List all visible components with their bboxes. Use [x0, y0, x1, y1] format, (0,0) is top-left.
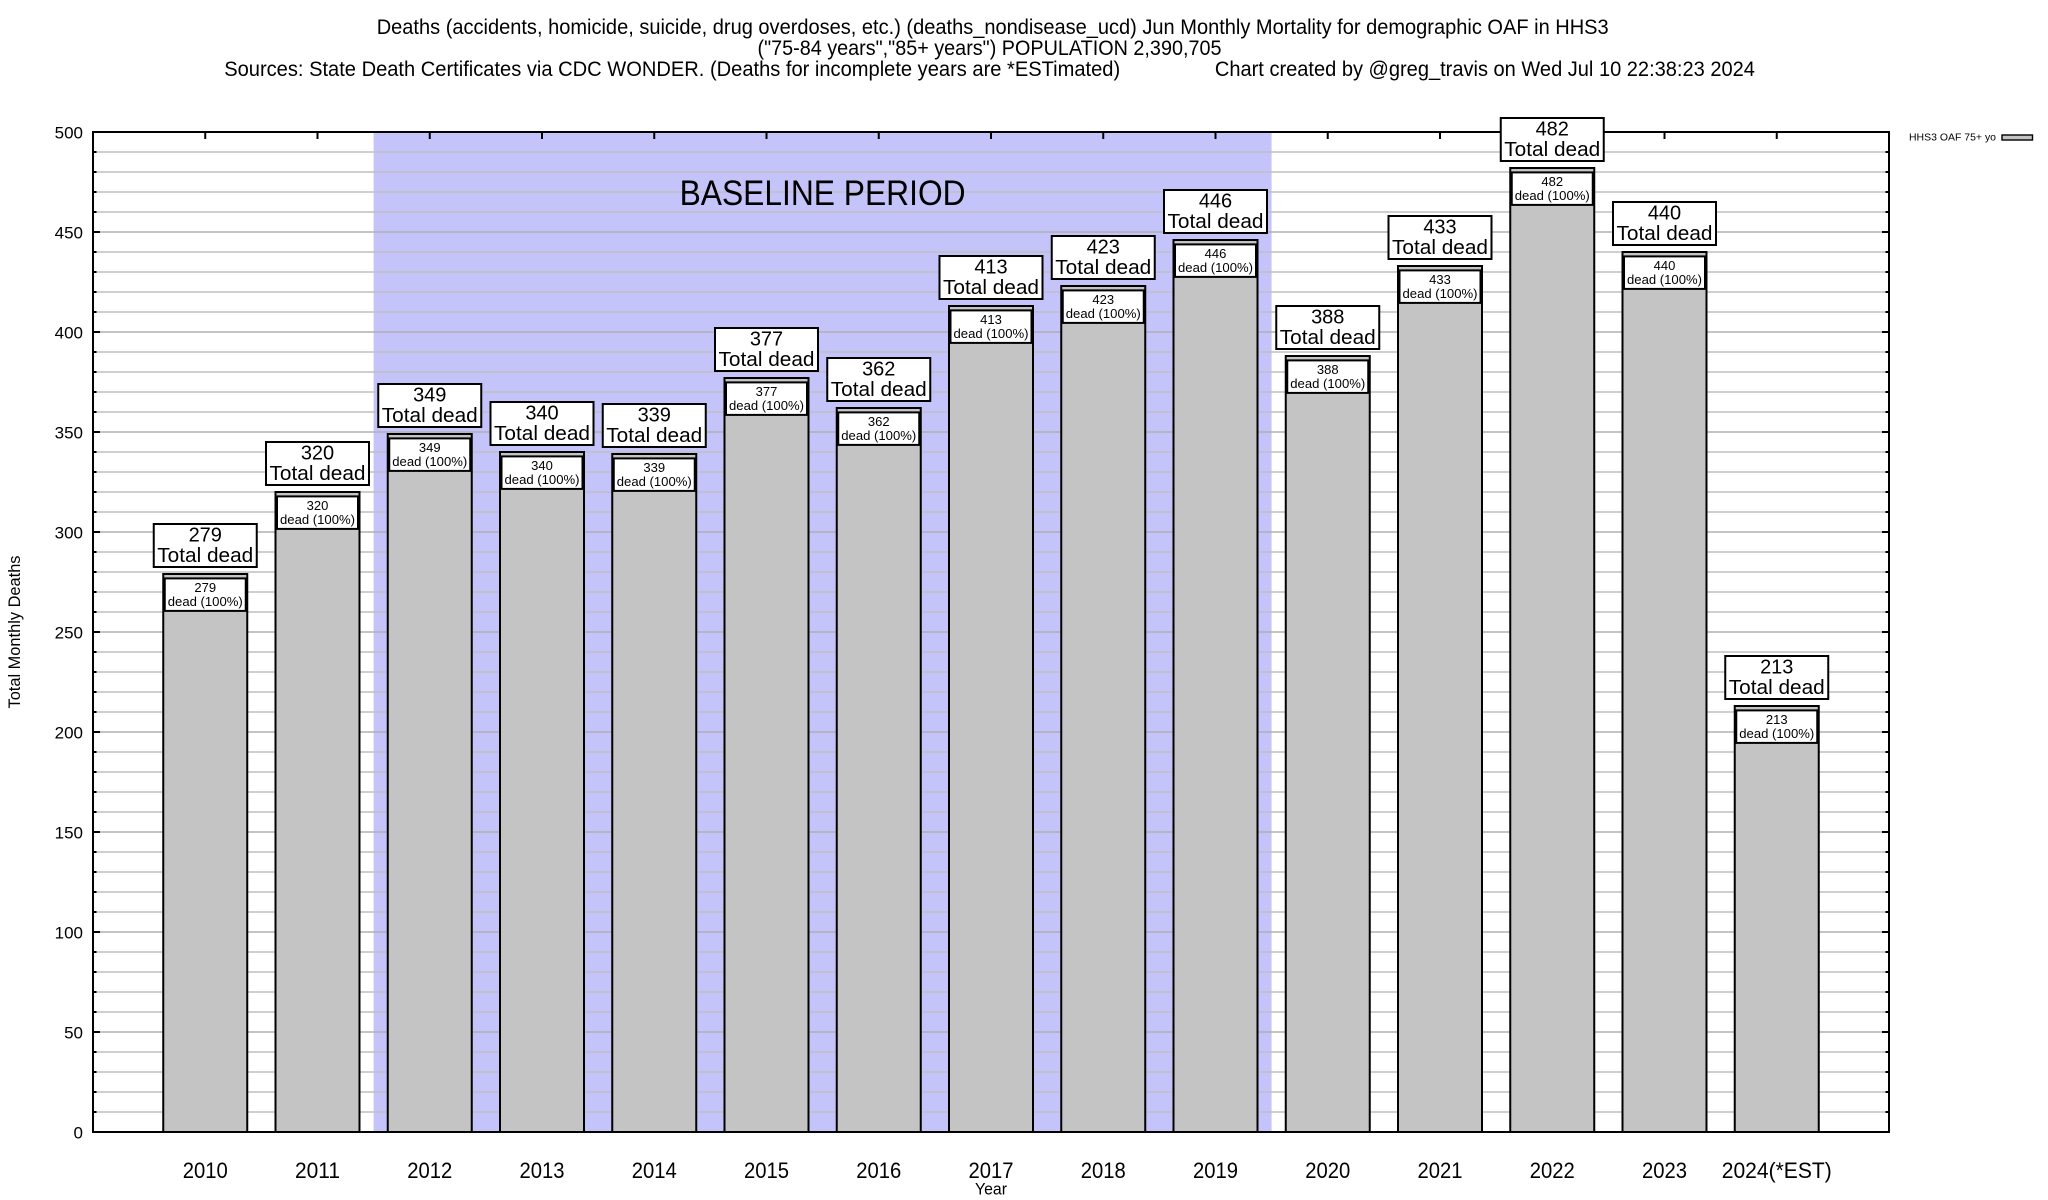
- svg-text:Total dead: Total dead: [1280, 326, 1376, 349]
- svg-text:2022: 2022: [1530, 1158, 1575, 1183]
- svg-text:Total dead: Total dead: [1392, 236, 1488, 259]
- svg-text:362: 362: [862, 359, 895, 381]
- svg-text:377: 377: [750, 329, 783, 351]
- svg-text:2017: 2017: [969, 1158, 1014, 1183]
- svg-text:2023: 2023: [1642, 1158, 1687, 1183]
- svg-text:2020: 2020: [1305, 1158, 1350, 1183]
- svg-text:Total dead: Total dead: [1729, 676, 1825, 699]
- svg-text:150: 150: [55, 823, 83, 842]
- svg-text:320: 320: [307, 498, 329, 513]
- svg-text:dead (100%): dead (100%): [841, 428, 916, 443]
- svg-text:dead (100%): dead (100%): [168, 594, 243, 609]
- svg-text:0: 0: [74, 1123, 83, 1142]
- svg-text:388: 388: [1311, 307, 1344, 329]
- svg-text:340: 340: [525, 403, 558, 425]
- svg-text:440: 440: [1648, 203, 1681, 225]
- svg-text:413: 413: [974, 257, 1007, 279]
- svg-text:482: 482: [1541, 174, 1563, 189]
- svg-text:Total dead: Total dead: [1168, 210, 1264, 233]
- svg-text:339: 339: [643, 460, 665, 475]
- svg-text:482: 482: [1536, 119, 1569, 141]
- svg-text:423: 423: [1087, 237, 1120, 259]
- svg-text:2013: 2013: [520, 1158, 565, 1183]
- svg-text:2014: 2014: [632, 1158, 677, 1183]
- svg-text:Total dead: Total dead: [606, 424, 702, 447]
- svg-text:Total dead: Total dead: [382, 404, 478, 427]
- svg-text:Total dead: Total dead: [157, 544, 253, 567]
- svg-text:Total dead: Total dead: [1055, 256, 1151, 279]
- svg-text:440: 440: [1654, 258, 1676, 273]
- svg-text:279: 279: [194, 580, 216, 595]
- svg-text:dead (100%): dead (100%): [1178, 260, 1253, 275]
- svg-text:2019: 2019: [1193, 1158, 1238, 1183]
- svg-text:433: 433: [1423, 217, 1456, 239]
- svg-text:2018: 2018: [1081, 1158, 1126, 1183]
- svg-text:dead (100%): dead (100%): [1403, 286, 1478, 301]
- svg-text:446: 446: [1199, 191, 1232, 213]
- svg-text:2011: 2011: [295, 1158, 340, 1183]
- svg-text:dead (100%): dead (100%): [280, 512, 355, 527]
- svg-text:339: 339: [638, 405, 671, 427]
- svg-text:400: 400: [55, 323, 83, 342]
- svg-text:423: 423: [1092, 292, 1114, 307]
- svg-text:dead (100%): dead (100%): [617, 474, 692, 489]
- svg-text:300: 300: [55, 523, 83, 542]
- svg-text:340: 340: [531, 458, 553, 473]
- svg-text:362: 362: [868, 414, 890, 429]
- svg-text:446: 446: [1205, 246, 1227, 261]
- svg-text:213: 213: [1760, 657, 1793, 679]
- svg-text:dead (100%): dead (100%): [1290, 376, 1365, 391]
- svg-text:279: 279: [189, 525, 222, 547]
- svg-text:349: 349: [413, 385, 446, 407]
- svg-text:2021: 2021: [1418, 1158, 1463, 1183]
- svg-text:Year: Year: [975, 1181, 1007, 1199]
- svg-text:Total dead: Total dead: [270, 462, 366, 485]
- svg-text:Deaths (accidents, homicide, s: Deaths (accidents, homicide, suicide, dr…: [377, 16, 1609, 39]
- svg-text:2012: 2012: [407, 1158, 452, 1183]
- svg-text:500: 500: [55, 123, 83, 142]
- svg-text:Total dead: Total dead: [831, 378, 927, 401]
- svg-text:2010: 2010: [183, 1158, 228, 1183]
- svg-text:2024(*EST): 2024(*EST): [1722, 1158, 1832, 1183]
- svg-text:dead (100%): dead (100%): [392, 454, 467, 469]
- svg-text:320: 320: [301, 443, 334, 465]
- svg-text:dead (100%): dead (100%): [729, 398, 804, 413]
- svg-text:dead (100%): dead (100%): [1739, 726, 1814, 741]
- svg-text:Total dead: Total dead: [719, 348, 815, 371]
- svg-text:250: 250: [55, 623, 83, 642]
- svg-text:HHS3 OAF 75+ yo: HHS3 OAF 75+ yo: [1909, 132, 1996, 144]
- svg-text:450: 450: [55, 223, 83, 242]
- svg-text:349: 349: [419, 440, 441, 455]
- svg-text:2016: 2016: [856, 1158, 901, 1183]
- svg-text:dead (100%): dead (100%): [1066, 306, 1141, 321]
- svg-text:433: 433: [1429, 272, 1451, 287]
- svg-text:213: 213: [1766, 712, 1788, 727]
- svg-text:100: 100: [55, 923, 83, 942]
- svg-text:Sources: State Death Certifica: Sources: State Death Certificates via CD…: [224, 58, 1120, 81]
- svg-text:Total dead: Total dead: [1617, 222, 1713, 245]
- svg-text:Total dead: Total dead: [943, 276, 1039, 299]
- svg-text:dead (100%): dead (100%): [1627, 272, 1702, 287]
- svg-text:("75-84 years","85+ years") PO: ("75-84 years","85+ years") POPULATION 2…: [758, 37, 1222, 60]
- svg-text:200: 200: [55, 723, 83, 742]
- svg-text:Total dead: Total dead: [1504, 138, 1600, 161]
- svg-text:50: 50: [64, 1023, 83, 1042]
- svg-text:377: 377: [756, 384, 778, 399]
- svg-text:BASELINE PERIOD: BASELINE PERIOD: [680, 174, 966, 213]
- svg-text:dead (100%): dead (100%): [954, 326, 1029, 341]
- svg-text:Total Monthly Deaths: Total Monthly Deaths: [6, 556, 24, 709]
- svg-text:388: 388: [1317, 362, 1339, 377]
- svg-text:dead (100%): dead (100%): [1515, 188, 1590, 203]
- svg-text:350: 350: [55, 423, 83, 442]
- svg-text:Total dead: Total dead: [494, 422, 590, 445]
- svg-text:dead (100%): dead (100%): [505, 472, 580, 487]
- svg-text:2015: 2015: [744, 1158, 789, 1183]
- svg-text:413: 413: [980, 312, 1002, 327]
- svg-text:Chart created by @greg_travis: Chart created by @greg_travis on Wed Jul…: [1215, 58, 1755, 81]
